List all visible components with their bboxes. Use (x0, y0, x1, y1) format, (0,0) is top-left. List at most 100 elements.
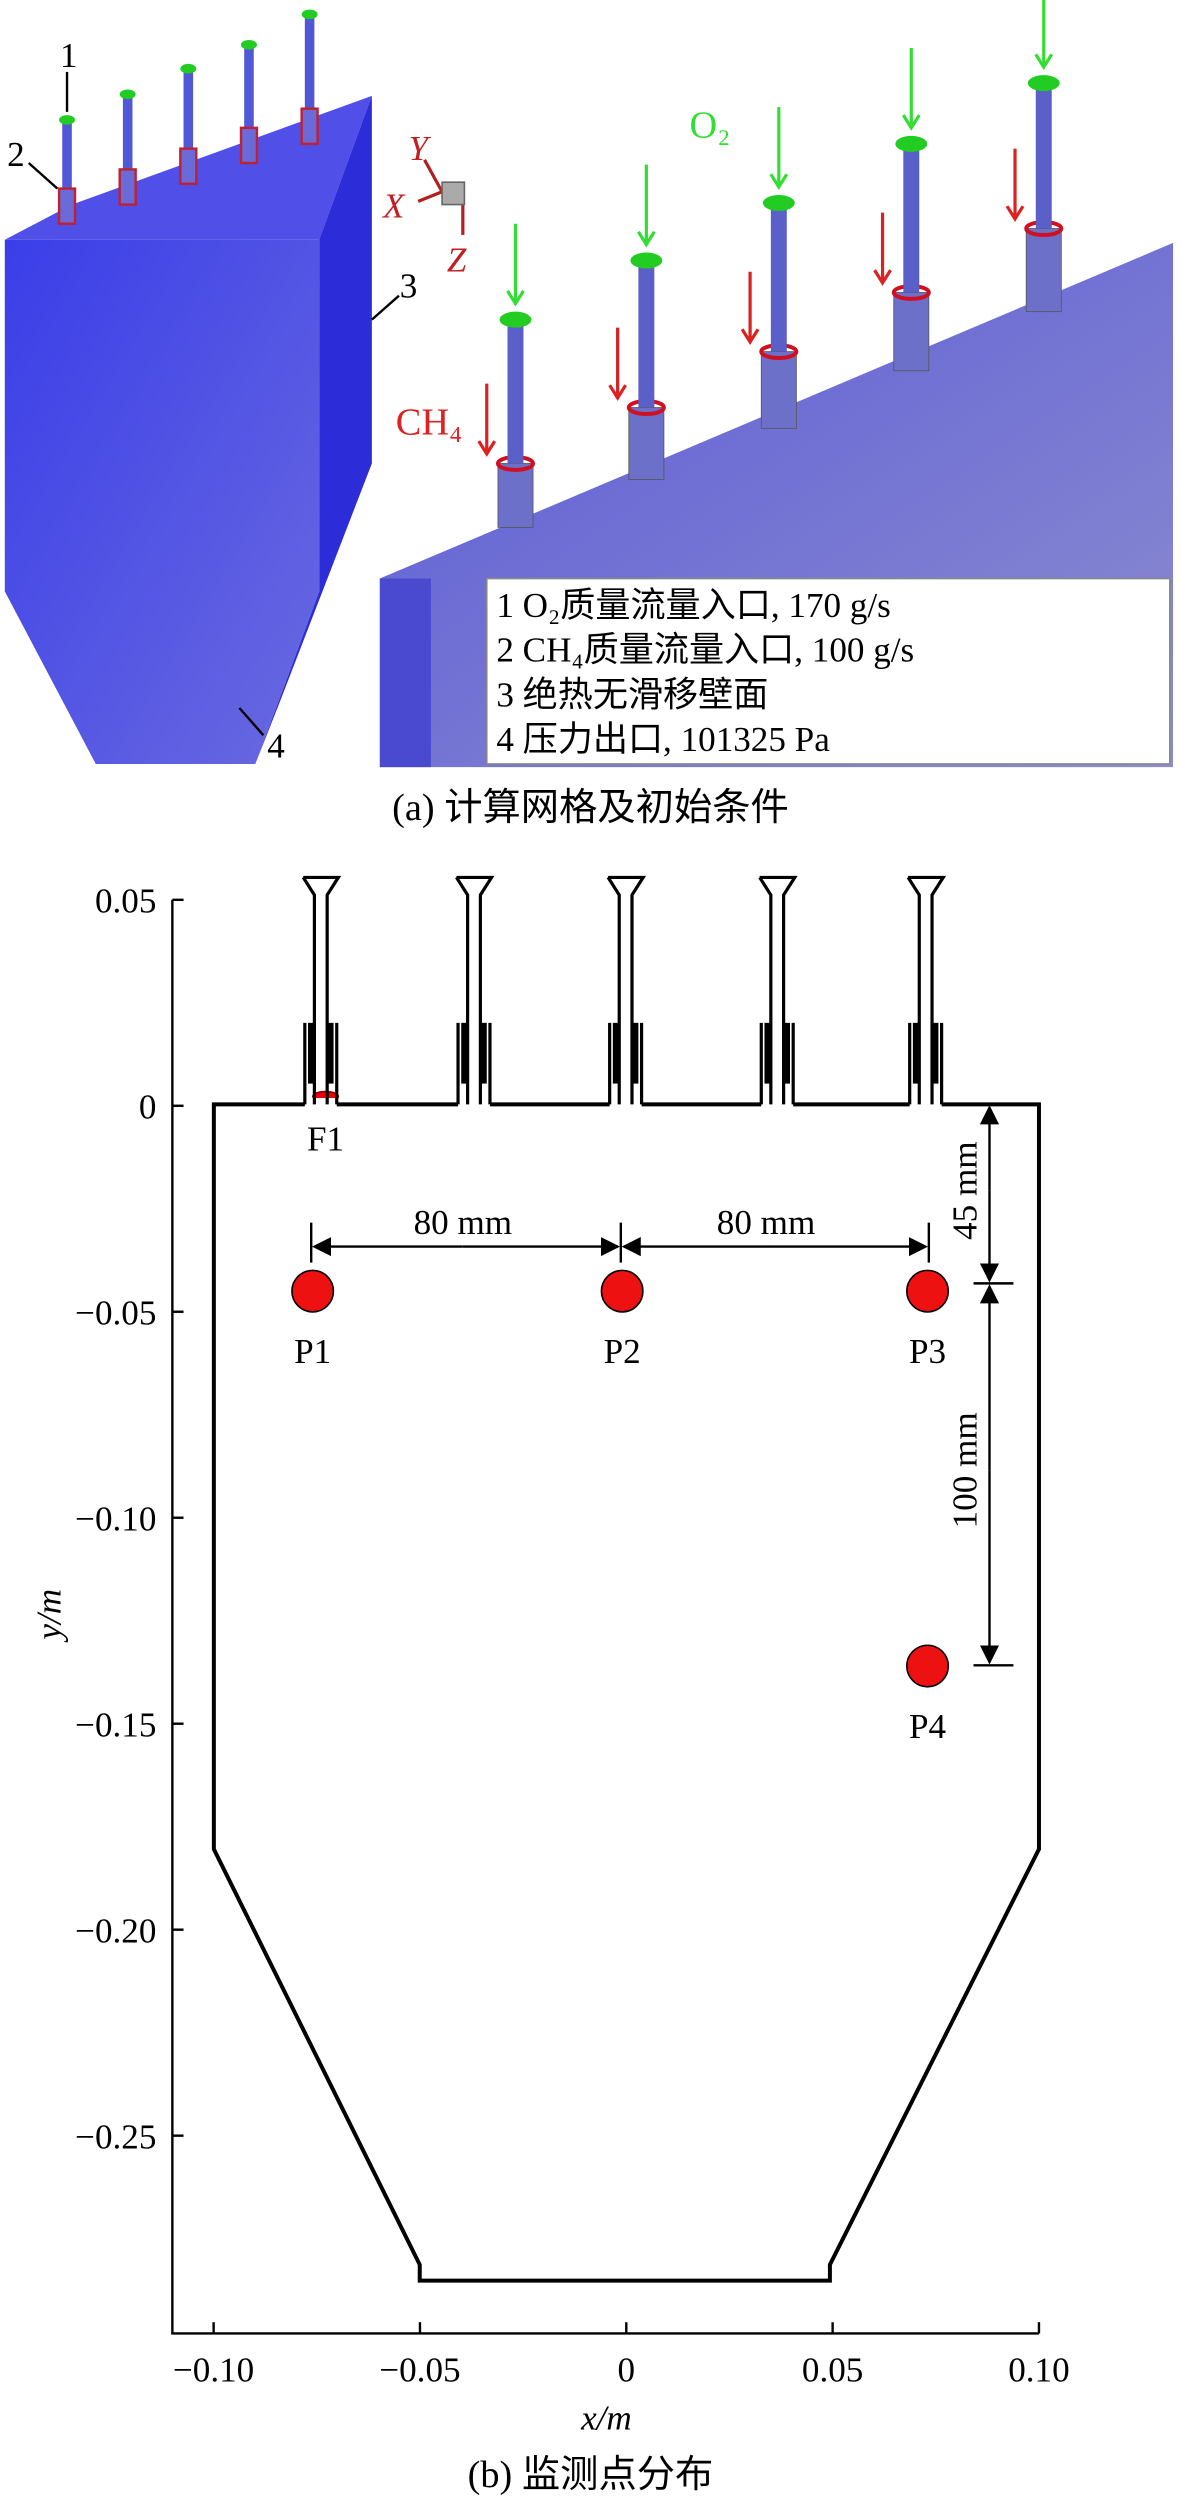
y-tick-label: −0.20 (75, 1911, 156, 1950)
dim-label: 80 mm (414, 1203, 512, 1242)
point-label: P3 (909, 1332, 946, 1371)
injector (122, 94, 133, 205)
injector-bar (461, 1022, 468, 1084)
point-label: P1 (294, 1332, 331, 1371)
part-label: 3 (400, 266, 418, 305)
axis-arrow (423, 159, 444, 193)
injector-gap (304, 1097, 337, 1111)
arrow-head (1005, 205, 1025, 222)
legend-entry: 1 O₂质量流量入口, 170 g/s (496, 586, 890, 625)
axis-label: X (381, 186, 406, 225)
injector-wall (908, 1022, 944, 1105)
injector (304, 14, 315, 144)
part-label: 2 (7, 135, 25, 174)
injector-base (239, 126, 259, 165)
inlet-o2 (240, 39, 257, 50)
x-tick-label: −0.10 (173, 2350, 254, 2389)
y-tick-label: −0.10 (75, 1499, 156, 1538)
legend-box (485, 577, 1171, 765)
tube-lower (1025, 228, 1062, 313)
dim-label: 100 mm (946, 1412, 985, 1528)
injector-bar (612, 1022, 620, 1084)
injector-wall (303, 1022, 339, 1105)
part-label: 4 (267, 727, 285, 766)
monitor-point (600, 1269, 644, 1313)
tube-upper (903, 143, 920, 293)
inlet-o2 (119, 89, 136, 100)
caption: (b) 监测点分布 (468, 2454, 714, 2496)
y-tick-label: 0 (139, 1088, 157, 1127)
injector-wall (608, 1022, 644, 1105)
monitor-point (291, 1269, 335, 1313)
injector-bar (327, 1022, 334, 1084)
injector-bar (631, 1022, 639, 1084)
y-tick-label: 0.05 (95, 882, 156, 921)
injector-bar (480, 1022, 487, 1084)
x-tick-label: 0 (618, 2350, 636, 2389)
arrow-head (873, 269, 892, 286)
inlet-o2 (180, 63, 197, 74)
injector-bar (783, 1022, 790, 1084)
injector-base (118, 168, 137, 206)
injector-bar (764, 1022, 771, 1084)
injector (62, 119, 72, 224)
o2-label: O₂ (689, 104, 730, 146)
panel-b: 80 mm 80 mm 45 mm 100 mm F1 y/m x/m (b) … (30, 875, 1070, 2496)
injector-wall (759, 1022, 795, 1105)
zoom-side (379, 578, 431, 768)
injector-base (57, 187, 77, 225)
dim-label: 45 mm (946, 1141, 985, 1240)
injector (244, 44, 254, 164)
arrow-head (608, 384, 627, 401)
inlet-o2 (1027, 75, 1060, 92)
arrow-head (1034, 53, 1054, 71)
inlet-o2 (762, 194, 795, 211)
injector-gap (609, 1097, 642, 1111)
y-tick-label: −0.25 (75, 2117, 156, 2156)
leader (371, 294, 400, 321)
point-label: P4 (909, 1707, 947, 1746)
x-tick-label: 0.05 (802, 2350, 863, 2389)
inlet-o2 (630, 252, 663, 269)
inlet-o2 (895, 135, 928, 152)
block-side (255, 95, 372, 764)
axis-label: Z (447, 241, 467, 280)
monitor-point (905, 1644, 950, 1688)
injector-base (300, 107, 319, 146)
axis-label: Y (409, 129, 432, 168)
tube-lower (760, 351, 797, 429)
injector (183, 68, 194, 184)
injector-gap (761, 1097, 794, 1111)
injector-gap (458, 1097, 490, 1111)
injector-wall (456, 1022, 492, 1105)
tube-upper (770, 202, 787, 352)
y-tick-label: −0.05 (75, 1294, 156, 1333)
tube-lower (628, 407, 665, 480)
x-axis-label: x/m (580, 2398, 632, 2437)
axis-frame (171, 899, 1039, 2335)
block-front (4, 239, 320, 764)
injector (758, 875, 798, 1105)
legend-entry: 2 CH₄质量流量入口, 100 g/s (496, 631, 914, 670)
panel-a: 1 2 3 4 Y X Z O₂ CH₄ 1 O₂质量流量入口, 170 g/s… (4, 0, 1174, 829)
injector-bar (308, 1022, 315, 1084)
injector-gap (909, 1097, 942, 1111)
y-axis-label: y/m (30, 1589, 69, 1643)
tube-upper (1035, 83, 1052, 229)
monitor-point (905, 1269, 950, 1313)
injector-base (179, 147, 198, 185)
leader (238, 707, 265, 736)
legend-entry: 4 压力出口, 101325 Pa (496, 720, 830, 759)
arrow-head (477, 440, 497, 457)
tube-lower (497, 463, 534, 528)
tube-lower (893, 292, 930, 372)
ch4-label: CH₄ (396, 402, 463, 444)
arrow-head (506, 290, 525, 307)
y-tick-label: −0.15 (75, 1705, 156, 1744)
arrow-head (637, 230, 656, 248)
point-label: P2 (604, 1332, 641, 1371)
inlet-o2 (499, 311, 532, 328)
legend-entry: 3 绝热无滑移壁面 (496, 675, 768, 714)
arrow-head (740, 328, 760, 346)
